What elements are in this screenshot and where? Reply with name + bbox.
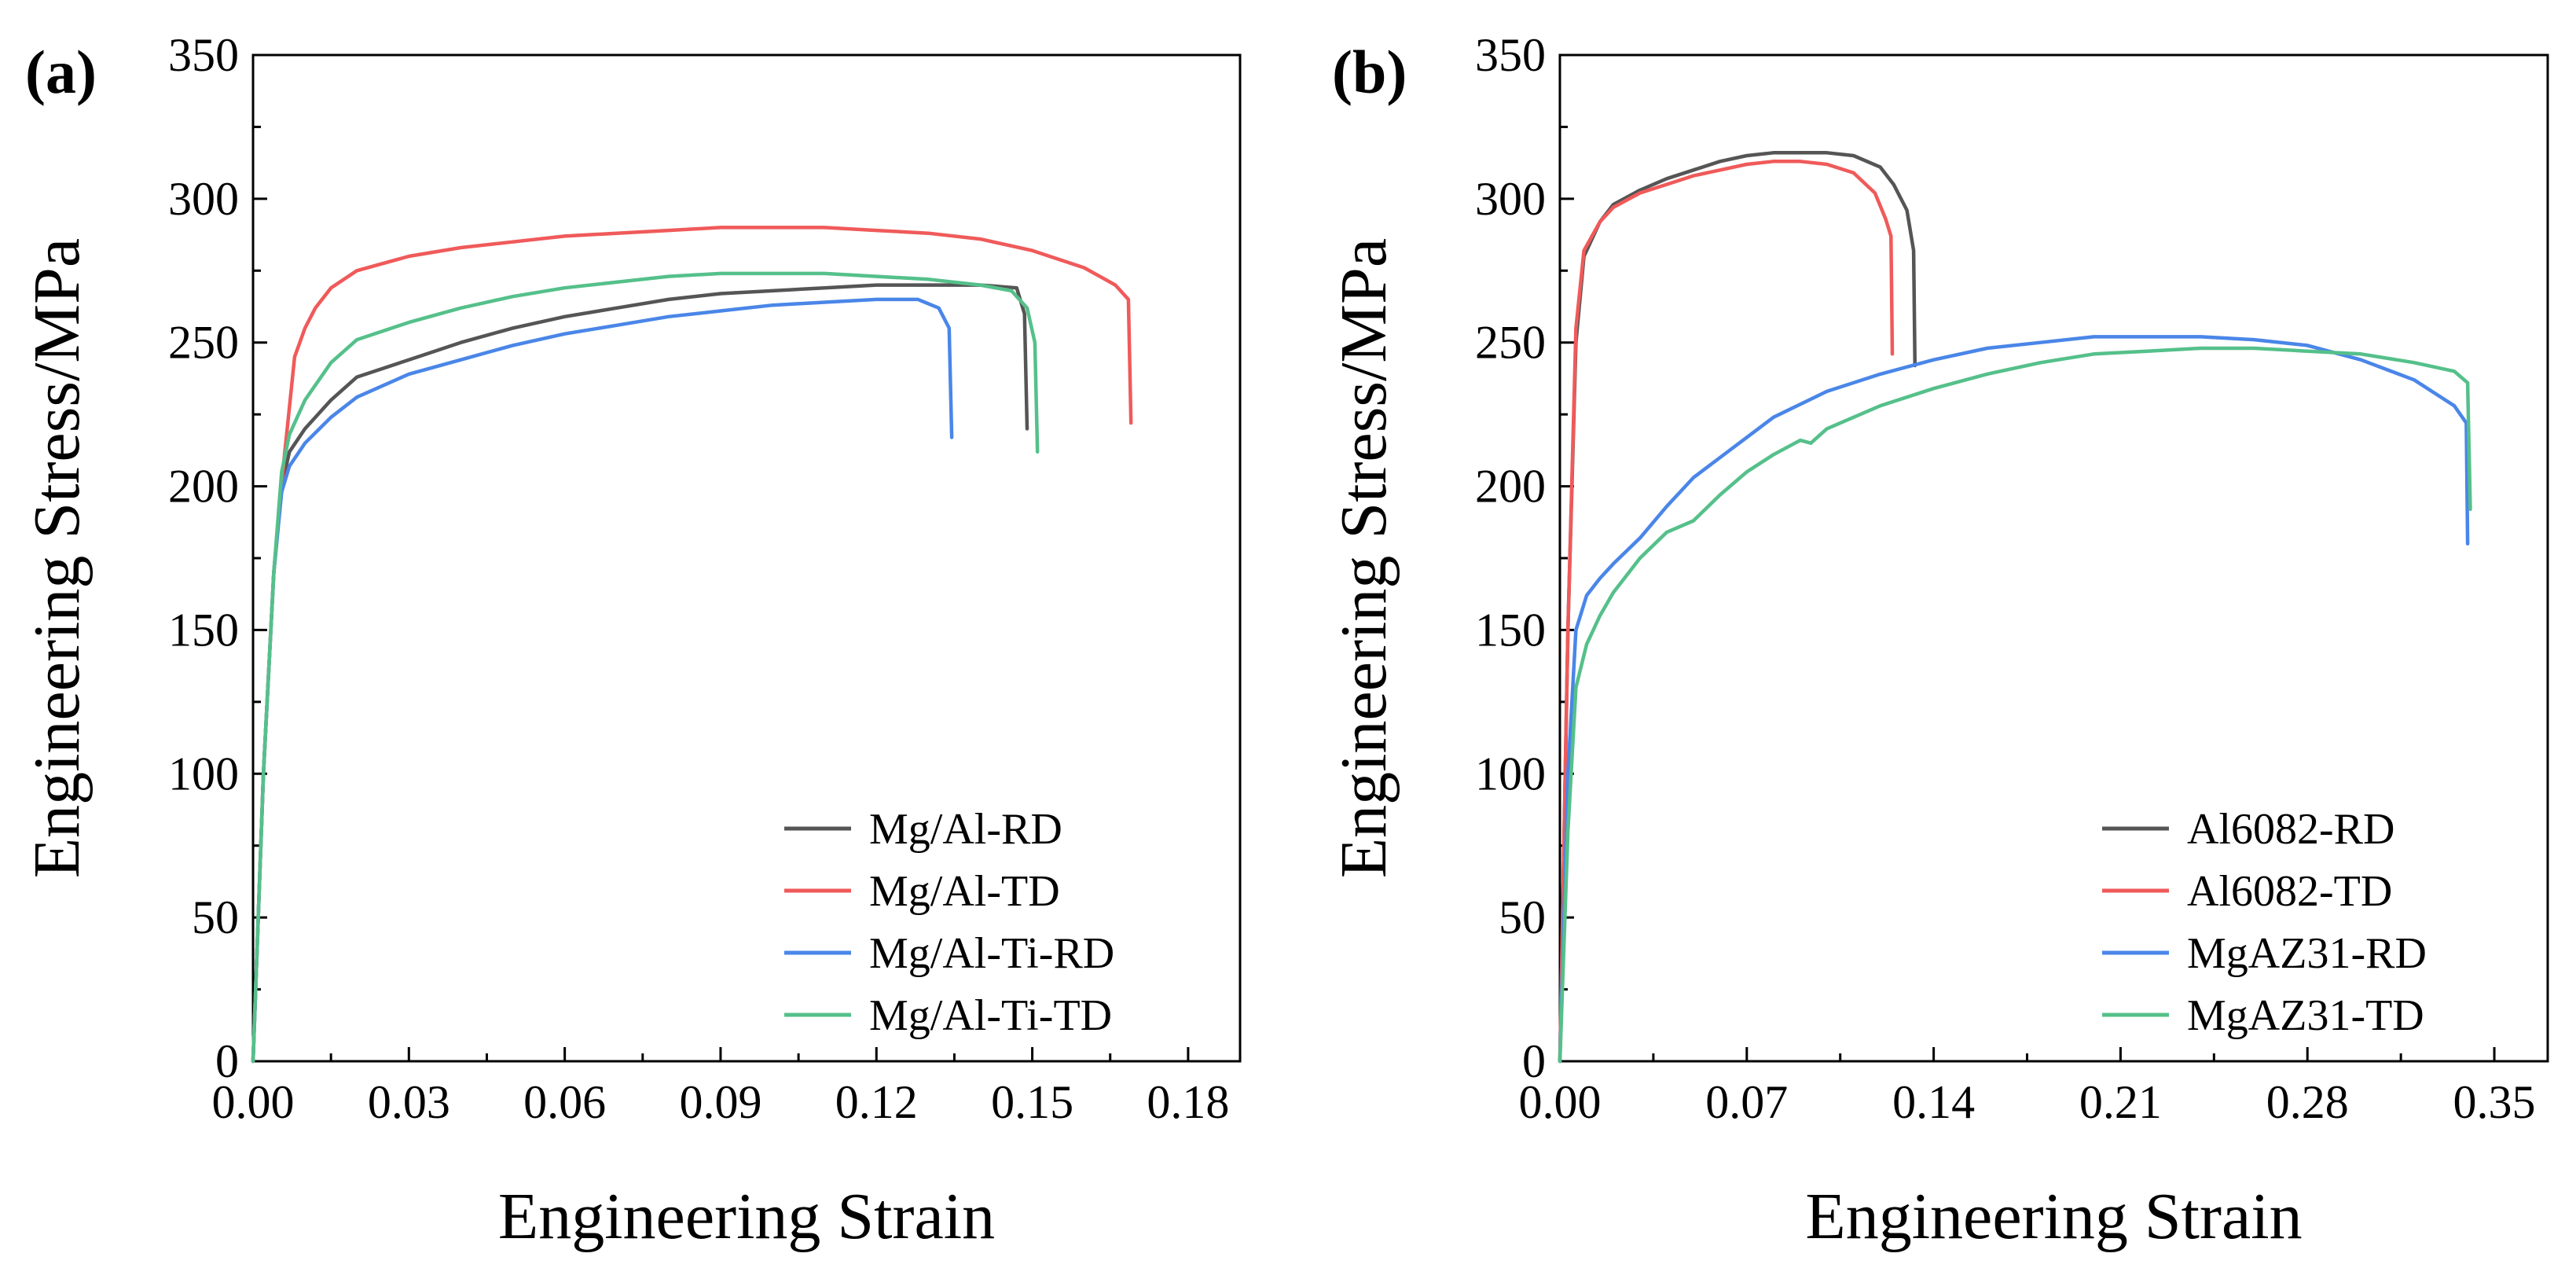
x-tick-label: 0.21	[2079, 1076, 2162, 1128]
series-line-2	[251, 226, 1133, 1064]
x-tick-label: 0.14	[1892, 1076, 1975, 1128]
x-tick-label: 0.00	[212, 1076, 295, 1128]
x-tick-label: 0.09	[679, 1076, 761, 1128]
y-tick-label: 300	[168, 173, 239, 225]
x-tick-label: 0.00	[1519, 1076, 1602, 1128]
y-tick-label: 250	[168, 317, 239, 369]
panel-a: (a) 0 50 100 150 200 250 300 350 0.00 0.03 0.06 0.09…	[20, 29, 1242, 1253]
plot-frame	[251, 53, 1242, 1063]
x-tick-label: 0.15	[991, 1076, 1073, 1128]
y-tick-label: 250	[1475, 317, 1546, 369]
series-line-2	[1558, 160, 1895, 1064]
x-tick-label: 0.12	[835, 1076, 918, 1128]
x-tick-label: 0.18	[1147, 1076, 1229, 1128]
y-axis-label: Engineering Stress/MPa	[1327, 238, 1400, 878]
series-line-1	[1558, 151, 1917, 1064]
x-tick-label: 0.35	[2453, 1076, 2536, 1128]
x-axis-label: Engineering Strain	[1805, 1180, 2302, 1253]
y-tick-label: 0	[1522, 1035, 1546, 1087]
x-axis-label: Engineering Strain	[498, 1180, 995, 1253]
legend-label: Mg/Al-Ti-RD	[869, 929, 1114, 978]
x-tick-label: 0.28	[2266, 1076, 2349, 1128]
panel-label: (b)	[1332, 38, 1407, 106]
legend-label: MgAZ31-TD	[2187, 991, 2424, 1040]
y-tick-label: 200	[168, 461, 239, 513]
y-tick-label: 100	[168, 748, 239, 799]
y-tick-label: 300	[1475, 173, 1546, 225]
panel-b: (b) 0 50 100 150 200 250 300 350 0.00 0.07 0.14 0.21…	[1327, 29, 2549, 1253]
series-line-4	[251, 271, 1040, 1064]
legend-label: Al6082-RD	[2187, 805, 2394, 854]
y-tick-label: 150	[168, 604, 239, 656]
y-tick-label: 100	[1475, 748, 1546, 799]
y-axis-label: Engineering Stress/MPa	[20, 238, 94, 878]
panel-label: (a)	[25, 38, 97, 106]
legend-label: MgAZ31-RD	[2187, 929, 2427, 978]
series-line-4	[1558, 346, 2472, 1064]
y-tick-label: 350	[168, 29, 239, 81]
y-tick-label: 0	[215, 1035, 239, 1087]
series-line-3	[1558, 335, 2470, 1064]
legend-label: Mg/Al-RD	[869, 805, 1062, 854]
x-tick-label: 0.07	[1705, 1076, 1788, 1128]
y-tick-label: 200	[1475, 461, 1546, 513]
series-line-3	[251, 297, 954, 1064]
series-line-1	[251, 283, 1029, 1064]
y-tick-label: 50	[1499, 891, 1546, 943]
legend-label: Mg/Al-Ti-TD	[869, 991, 1112, 1040]
y-tick-label: 150	[1475, 604, 1546, 656]
x-tick-label: 0.06	[523, 1076, 606, 1128]
y-tick-label: 350	[1475, 29, 1546, 81]
legend-label: Al6082-TD	[2187, 867, 2392, 916]
plot-frame	[1558, 53, 2549, 1063]
x-tick-label: 0.03	[368, 1076, 450, 1128]
y-tick-label: 50	[192, 891, 239, 943]
legend-label: Mg/Al-TD	[869, 867, 1060, 916]
